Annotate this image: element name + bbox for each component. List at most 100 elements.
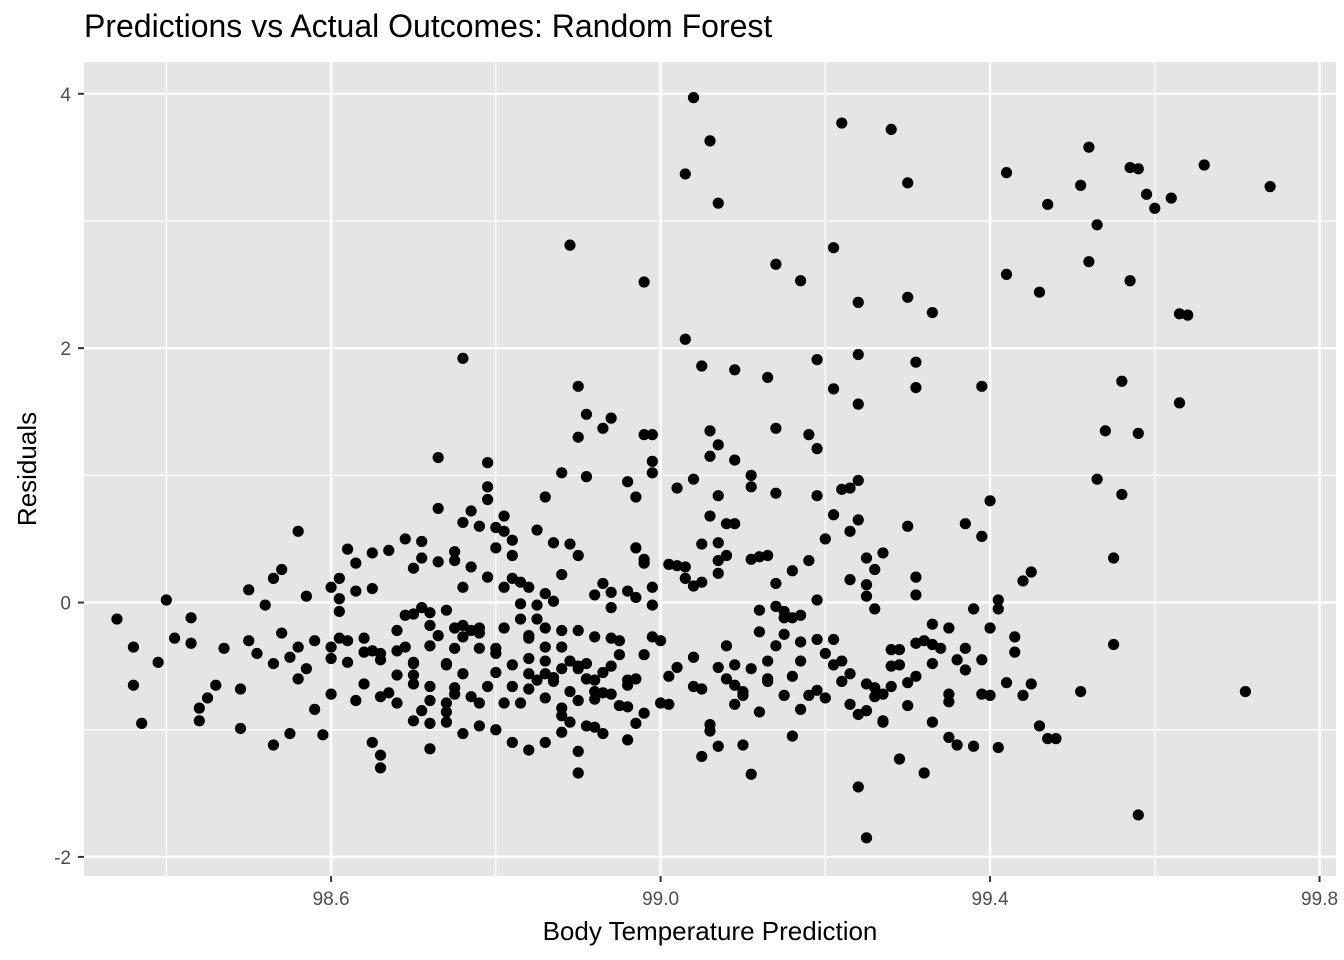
data-point xyxy=(762,371,774,384)
data-point xyxy=(407,657,420,670)
data-point xyxy=(992,603,1004,615)
data-point xyxy=(539,641,551,653)
data-point xyxy=(259,599,271,611)
data-point xyxy=(547,537,560,549)
data-point xyxy=(852,514,864,526)
data-point xyxy=(440,604,453,616)
data-point xyxy=(638,557,650,569)
data-point xyxy=(720,640,733,652)
data-point xyxy=(1116,488,1128,501)
data-point xyxy=(539,655,551,667)
data-point xyxy=(597,687,609,699)
data-point xyxy=(827,383,840,395)
data-point xyxy=(704,510,716,522)
data-point xyxy=(531,674,543,686)
data-point xyxy=(572,380,584,392)
data-point xyxy=(597,727,609,740)
data-point xyxy=(210,679,222,691)
data-point xyxy=(457,516,469,529)
data-point xyxy=(1009,631,1021,643)
data-point xyxy=(745,469,757,481)
x-tick-label: 99.4 xyxy=(972,889,1009,910)
data-point xyxy=(300,590,312,602)
data-point xyxy=(506,534,518,546)
data-point xyxy=(152,656,164,668)
data-point xyxy=(1025,566,1037,578)
data-point xyxy=(333,572,345,584)
data-point xyxy=(630,491,642,503)
data-point xyxy=(844,482,856,494)
data-point xyxy=(341,635,354,647)
data-point xyxy=(432,502,444,515)
data-point xyxy=(712,740,724,752)
data-point xyxy=(786,730,798,742)
data-point xyxy=(605,660,617,672)
data-point xyxy=(539,736,551,749)
data-point xyxy=(696,538,708,550)
data-point xyxy=(811,633,823,646)
data-point xyxy=(976,380,988,392)
data-point xyxy=(539,668,551,680)
data-point xyxy=(712,439,724,451)
data-point xyxy=(292,641,304,653)
data-point xyxy=(1025,678,1037,690)
x-axis-title: Body Temperature Prediction xyxy=(543,916,878,946)
data-point xyxy=(852,474,864,487)
data-point xyxy=(605,688,617,700)
data-point xyxy=(663,698,675,710)
data-point xyxy=(1000,677,1013,689)
data-point xyxy=(572,694,584,707)
data-point xyxy=(160,594,172,606)
data-point xyxy=(819,647,831,660)
data-point xyxy=(770,258,782,270)
data-point xyxy=(1108,638,1120,651)
data-point xyxy=(350,557,362,569)
data-point xyxy=(976,530,988,543)
data-point xyxy=(704,135,716,147)
data-point xyxy=(1033,286,1046,298)
data-point xyxy=(325,581,337,593)
data-point xyxy=(465,505,477,517)
data-point xyxy=(844,698,856,710)
data-point xyxy=(457,668,469,680)
data-point xyxy=(795,655,807,667)
data-point xyxy=(778,612,790,624)
data-point xyxy=(333,593,345,605)
data-point xyxy=(663,558,675,570)
data-point xyxy=(720,518,733,530)
data-point xyxy=(712,537,724,549)
data-point xyxy=(902,677,914,689)
data-point xyxy=(1000,268,1013,281)
data-point xyxy=(531,599,543,611)
data-point xyxy=(218,642,230,654)
data-point xyxy=(778,689,790,701)
data-point xyxy=(424,717,436,729)
data-point xyxy=(836,655,848,667)
data-point xyxy=(185,612,197,624)
data-point xyxy=(424,640,436,652)
data-point xyxy=(696,360,708,372)
data-point xyxy=(374,654,387,666)
data-point xyxy=(811,354,823,366)
data-point xyxy=(877,547,889,559)
data-point xyxy=(1182,309,1194,321)
data-point xyxy=(449,642,461,654)
data-point xyxy=(770,577,782,590)
x-axis-ticks: 98.6 99.0 99.4 99.8 xyxy=(313,876,1338,910)
data-point xyxy=(926,657,938,670)
data-point xyxy=(893,659,906,671)
data-point xyxy=(943,696,955,708)
data-point xyxy=(391,624,403,637)
data-point xyxy=(646,599,658,611)
data-point xyxy=(267,572,280,584)
data-point xyxy=(399,641,411,653)
data-point xyxy=(687,651,700,663)
data-point xyxy=(1017,689,1029,701)
data-point xyxy=(737,739,749,751)
data-point xyxy=(440,706,453,718)
data-point xyxy=(984,622,996,634)
data-point xyxy=(473,720,485,732)
data-point xyxy=(605,586,617,598)
data-point xyxy=(687,92,700,104)
data-point xyxy=(803,689,815,701)
